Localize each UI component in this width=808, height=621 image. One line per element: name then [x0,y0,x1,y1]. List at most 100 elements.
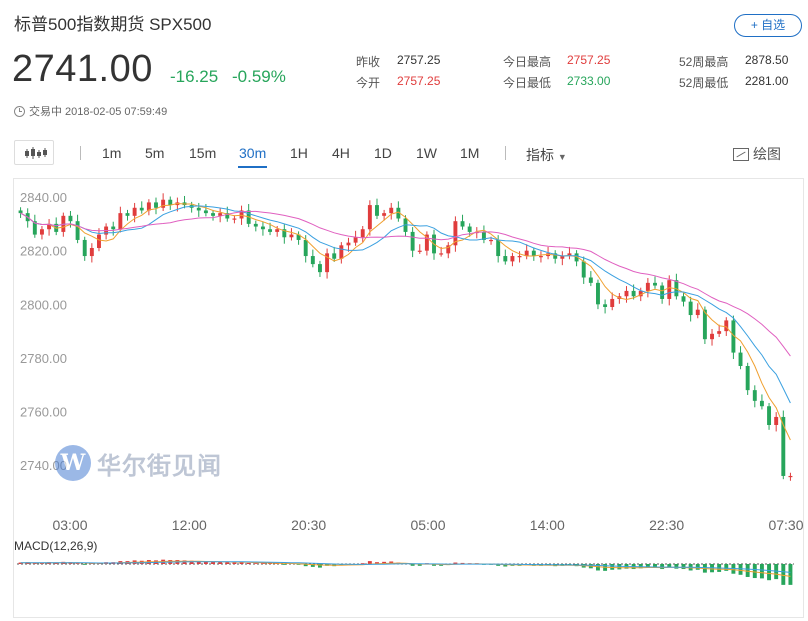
candle [710,333,714,340]
last-price: 2741.00 [12,48,153,90]
chart-type-toggle[interactable] [14,140,54,165]
toolbar-divider [80,146,81,160]
candle [339,245,344,259]
x-tick-label: 07:30 [768,517,803,533]
timeframe-1h[interactable]: 1H [290,145,308,161]
candle [139,207,144,211]
candle [211,213,215,216]
candle [289,234,294,238]
candle [410,231,415,251]
moving-average-line [20,210,791,357]
macd-bar [417,564,422,566]
candle [674,280,679,297]
page-title: 标普500指数期货 SPX500 [14,15,212,34]
macd-bar [410,564,415,566]
candle [503,256,508,262]
drawing-icon [733,147,749,161]
timeframe-30m[interactable]: 30m [239,145,267,161]
candle [510,256,515,262]
candle [282,229,287,238]
macd-label: MACD(12,26,9) [14,539,98,553]
indicator-menu-button[interactable]: 指标 ▼ [526,145,567,165]
macd-bar [738,564,743,575]
macd-bar [610,564,615,570]
y-tick-label: 2820.00 [20,244,67,259]
timeframe-1mo[interactable]: 1M [460,145,480,161]
candle [118,213,123,230]
candle [89,248,94,257]
open-label: 今开 [356,76,381,90]
candle [631,290,636,297]
macd-bar [296,564,301,565]
candle [125,213,130,216]
macd-bar [460,562,465,564]
candle [360,229,365,238]
candle [531,250,536,257]
timeframe-1w[interactable]: 1W [416,145,437,161]
candle [303,239,308,257]
macd-bar [496,564,501,566]
x-tick-label: 20:30 [291,517,326,533]
candle [695,309,700,316]
candle [260,226,265,230]
candle [446,245,451,254]
candle [717,331,722,334]
macd-bar [653,564,657,568]
candle [168,199,173,206]
macd-bar [432,564,436,566]
macd-bar [781,564,786,585]
candle [660,285,665,299]
candle [681,296,686,302]
timeframe-4h[interactable]: 4H [332,145,350,161]
candle [481,231,486,240]
macd-bar [695,564,700,570]
price-change-percent: -0.59% [232,67,286,86]
candle [232,218,237,220]
price-chart[interactable]: 2840.002820.002800.002780.002760.002740.… [14,179,805,619]
macd-bar [32,562,37,564]
macd-bar [617,564,622,570]
x-tick-label: 03:00 [52,517,87,533]
macd-bar [788,564,793,585]
candle [389,207,394,214]
macd-bar [382,561,387,564]
trading-status-text: 交易中 2018-02-05 07:59:49 [29,106,168,118]
candle [588,277,593,283]
macd-bar [596,564,600,571]
chart-panel[interactable]: 2840.00 2820.00 2800.00 2780.00 2760.00 2740.… [13,178,804,618]
candle [781,416,786,476]
macd-bar [75,563,80,564]
timeframe-1m[interactable]: 1m [102,145,122,161]
macd-bar [503,564,508,567]
candle [496,239,501,257]
macd-bar [724,564,729,571]
candle [553,253,558,259]
macd-bar [18,562,23,564]
draw-tools-button[interactable]: 绘图 [733,144,781,164]
candle [375,205,379,216]
add-to-watchlist-button[interactable]: + 自选 [734,14,802,37]
macd-bar [660,564,665,570]
macd-bar [189,560,194,564]
candle [225,213,230,219]
candle [396,207,401,219]
candle [161,199,166,208]
candle [367,205,372,230]
timeframe-1d[interactable]: 1D [374,145,392,161]
macd-bar [246,562,251,564]
price-change: -16.25 [170,67,219,86]
active-timeframe-indicator [238,166,267,168]
timeframe-15m[interactable]: 15m [189,145,217,161]
timeframe-5m[interactable]: 5m [145,145,165,161]
candle [346,242,351,246]
candle [132,207,137,216]
candle [417,250,422,252]
candle [638,290,643,297]
candle [75,221,80,240]
macd-bar [196,561,201,564]
candle [196,207,201,211]
candle [567,253,572,257]
prev-close-label: 昨收 [356,55,381,69]
candle [332,253,337,259]
candle [624,290,629,297]
